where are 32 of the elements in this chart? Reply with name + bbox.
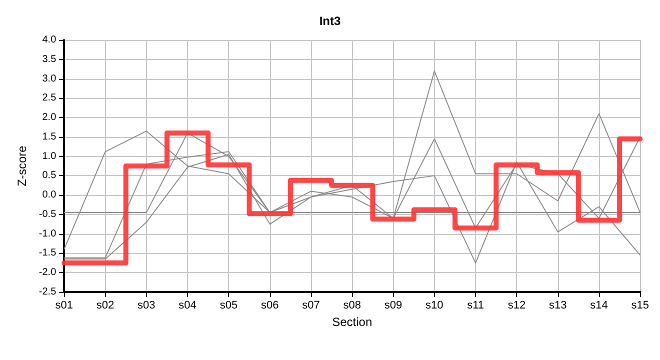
x-tick-label: s15 [631,300,650,312]
y-tick-label: 0.0 [42,190,57,201]
y-tick-label: 1.5 [42,131,57,142]
y-tick-label: -2.0 [38,267,57,278]
x-axis-title: Section [332,314,372,329]
y-tick-label: 2.5 [42,92,57,104]
y-tick-label: 3.0 [42,73,57,84]
x-tick-label: s03 [138,300,156,312]
x-tick-label: s11 [467,300,484,312]
x-tick-label: s07 [302,300,320,312]
y-tick-label: -1.0 [38,228,57,240]
y-tick-label: 3.5 [42,54,57,65]
x-tick-label: s14 [590,300,608,312]
y-tick-label: 2.0 [42,112,57,124]
x-tick-label: s10 [426,300,444,312]
x-tick-label: s06 [260,300,279,312]
y-tick-label: 1.0 [42,150,57,162]
y-tick-label: 0.5 [42,170,57,182]
y-axis-title: Z-score [15,145,29,186]
x-tick-label: s12 [508,300,526,312]
x-tick-label: s05 [220,300,238,312]
x-tick-label: s09 [384,300,402,312]
y-tick-label: -0.5 [38,208,57,220]
y-tick-label: -2.5 [38,286,57,298]
x-tick-label: s02 [96,300,114,312]
x-tick-label: s13 [548,300,567,312]
chart-title: Int3 [319,14,341,28]
x-tick-label: s04 [178,300,196,312]
y-tick-label: -1.5 [38,248,57,259]
x-tick-label: s01 [55,300,74,312]
x-tick-label: s08 [343,300,362,312]
y-tick-label: 4.0 [42,34,57,46]
